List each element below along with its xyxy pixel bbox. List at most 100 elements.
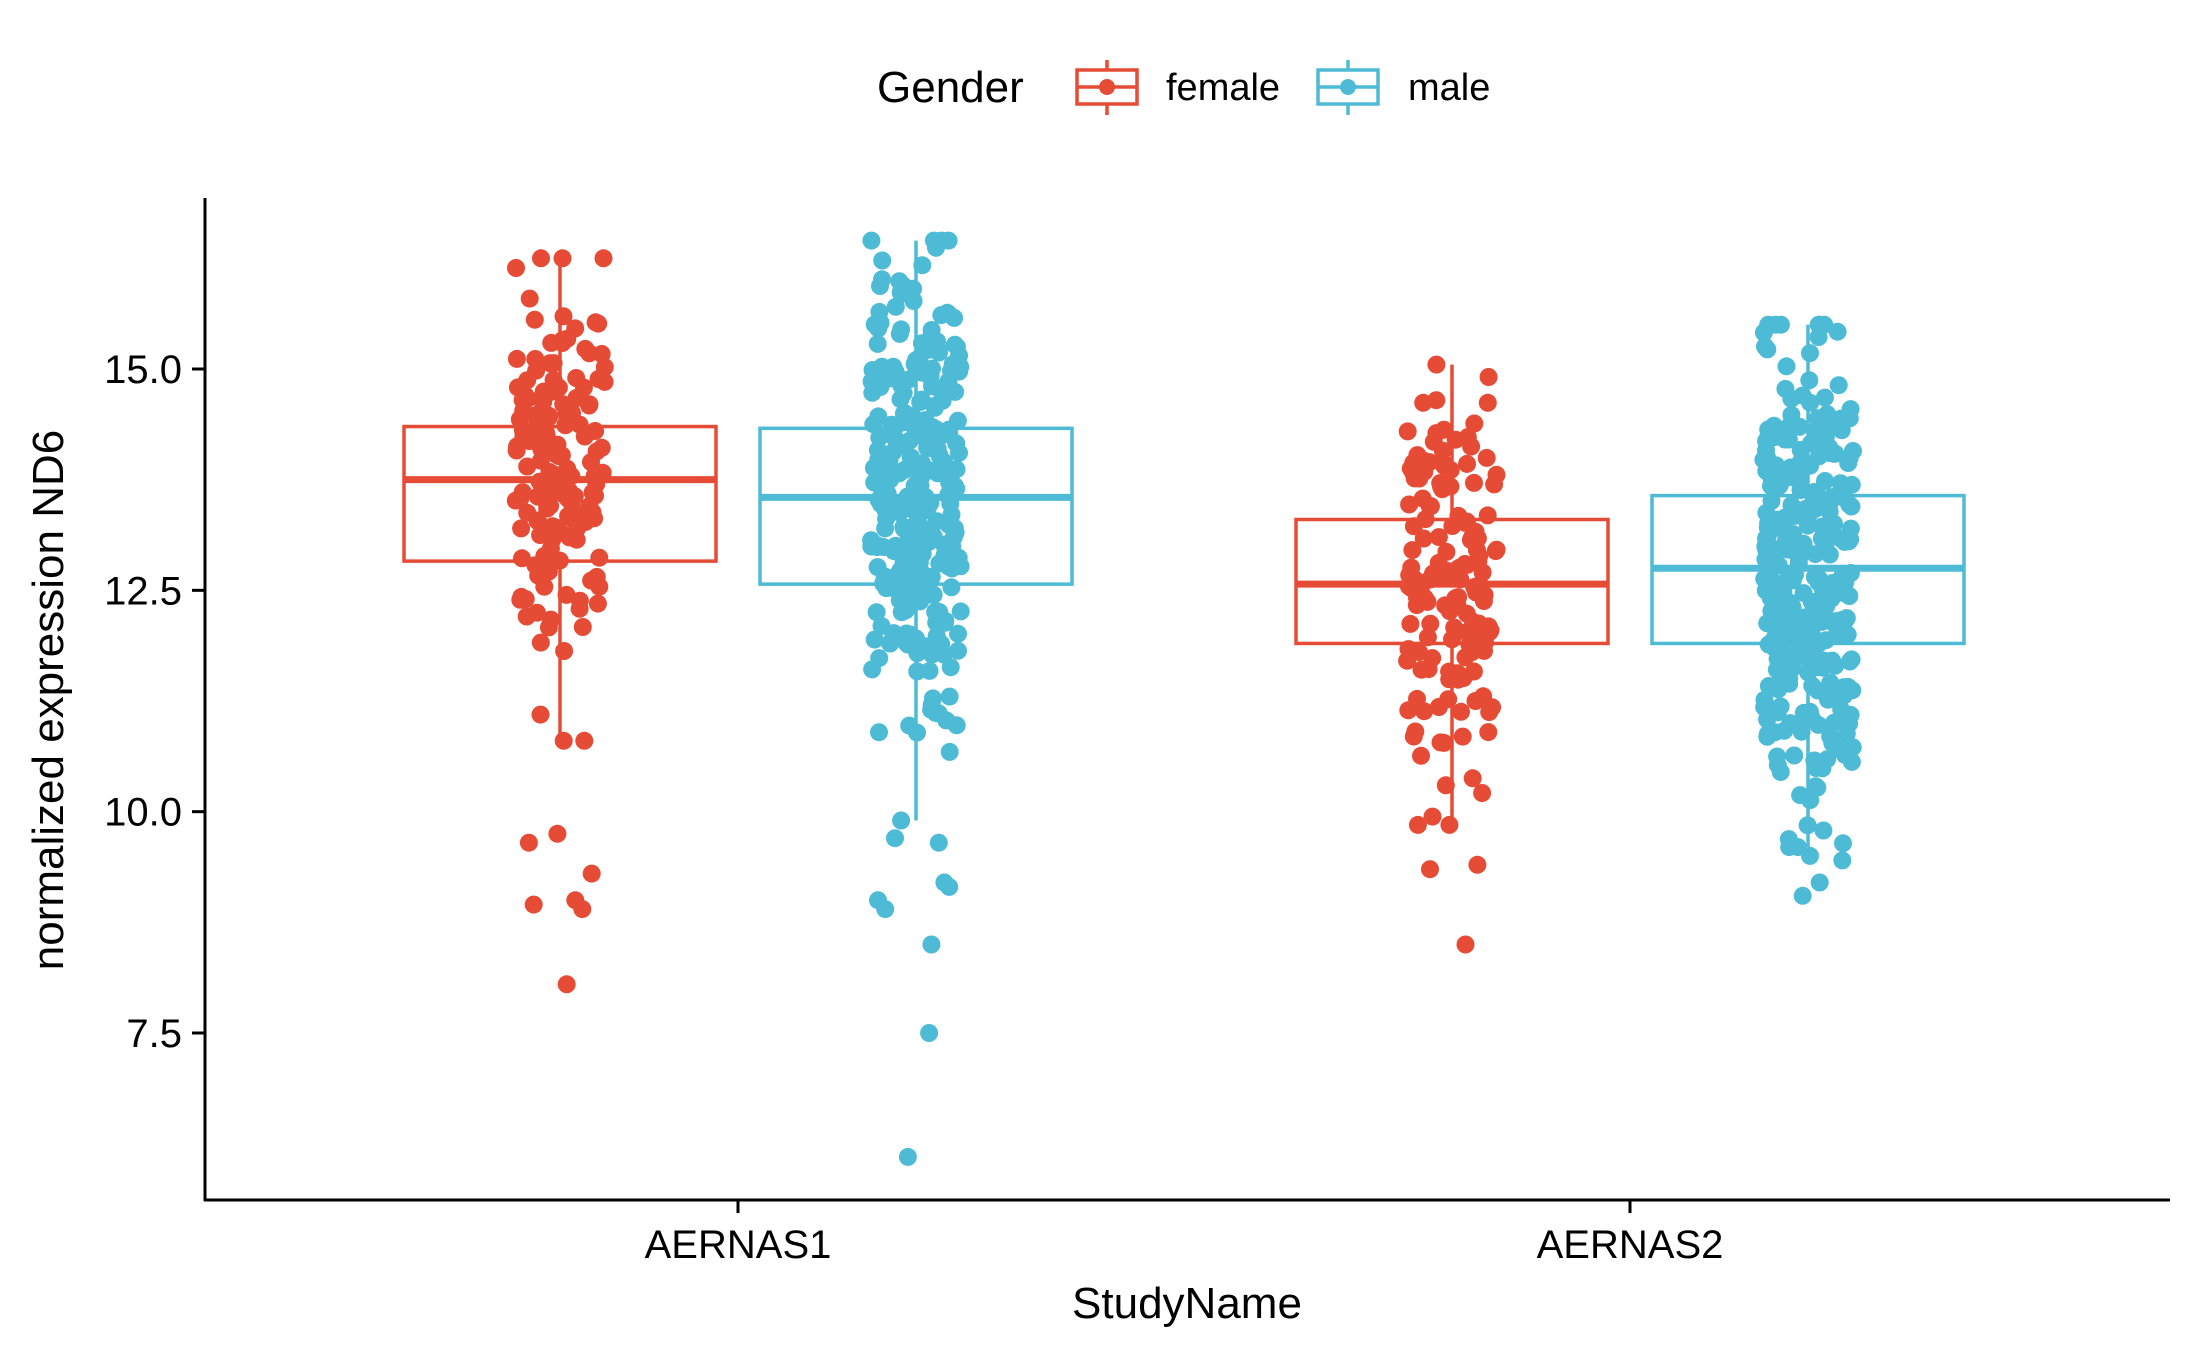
data-point: [1418, 628, 1437, 647]
data-point: [531, 633, 550, 652]
data-point: [1775, 430, 1794, 449]
data-point: [1788, 838, 1807, 857]
data-point: [928, 439, 947, 458]
data-point: [507, 349, 526, 368]
outlier-point: [566, 891, 585, 910]
data-point: [1813, 612, 1832, 631]
data-point: [895, 404, 914, 423]
data-point: [1810, 447, 1828, 466]
outlier-point: [922, 935, 941, 954]
data-point: [1400, 495, 1419, 514]
data-point: [531, 451, 550, 470]
data-point: [886, 362, 905, 381]
data-point: [1452, 702, 1470, 721]
data-point: [870, 723, 888, 742]
outlier-point: [886, 829, 904, 848]
data-point: [868, 538, 886, 557]
data-point: [871, 277, 889, 295]
outlier-point: [1833, 851, 1852, 870]
data-point: [1479, 723, 1498, 742]
data-point: [1758, 727, 1777, 746]
y-axis-ticks: 7.5 10.0 12.5 15.0: [104, 348, 205, 1056]
data-point: [1841, 705, 1860, 724]
data-point: [922, 321, 941, 339]
data-point: [573, 618, 592, 636]
data-point: [1815, 651, 1834, 670]
box-rect: [402, 424, 718, 563]
data-point: [1446, 430, 1465, 449]
data-point: [543, 382, 562, 401]
data-point: [1816, 472, 1834, 490]
data-point: [940, 687, 959, 706]
data-point: [940, 742, 959, 761]
data-point: [1433, 480, 1452, 499]
data-point: [532, 249, 550, 268]
data-point: [1429, 553, 1448, 572]
data-point: [943, 553, 962, 572]
data-point: [916, 411, 935, 430]
data-point: [873, 251, 892, 270]
data-point: [922, 700, 941, 719]
data-point: [1434, 454, 1453, 473]
data-point: [1782, 389, 1801, 408]
data-point: [1453, 727, 1472, 746]
data-point: [898, 546, 917, 565]
data-point: [865, 630, 884, 649]
data-point: [1463, 769, 1482, 788]
data-point: [1408, 815, 1427, 834]
data-point: [1824, 444, 1843, 463]
data-point: [1420, 496, 1439, 515]
data-point: [525, 310, 544, 329]
data-point: [885, 428, 904, 447]
data-point: [1404, 463, 1423, 482]
legend-title: Gender: [877, 63, 1024, 112]
data-point: [511, 489, 530, 508]
data-point: [1843, 681, 1862, 700]
data-point: [554, 731, 573, 750]
data-point: [592, 345, 611, 363]
y-tick-label: 15.0: [104, 348, 182, 392]
data-point: [939, 304, 958, 323]
data-point: [1419, 660, 1438, 679]
data-point: [1466, 522, 1485, 541]
data-point: [1816, 530, 1835, 549]
data-point: [870, 649, 889, 668]
data-point: [1842, 650, 1861, 669]
data-point: [1465, 414, 1484, 433]
data-point: [949, 624, 967, 643]
data-point: [1458, 454, 1476, 473]
data-point: [1834, 834, 1852, 853]
jitter-points: [506, 231, 1862, 1166]
data-point: [1762, 602, 1781, 620]
data-point: [1456, 648, 1475, 667]
data-point: [513, 391, 532, 409]
outlier-point: [920, 1024, 939, 1042]
data-point: [594, 249, 613, 268]
data-point: [582, 571, 601, 590]
data-point: [927, 512, 946, 531]
outlier-point: [929, 833, 948, 852]
outlier-point: [1456, 935, 1475, 954]
data-point: [1840, 409, 1859, 428]
data-point: [1828, 322, 1847, 341]
data-point: [1794, 534, 1813, 553]
legend-key-point: [1340, 79, 1356, 95]
data-point: [949, 641, 967, 660]
data-point: [511, 590, 530, 609]
data-point: [1398, 422, 1417, 441]
data-point: [1434, 420, 1453, 439]
data-point: [580, 497, 599, 516]
data-point: [913, 256, 932, 275]
data-point: [1759, 420, 1778, 439]
data-point: [1825, 713, 1844, 732]
outlier-point: [519, 833, 538, 852]
data-point: [1768, 649, 1787, 668]
data-point: [1787, 646, 1806, 665]
data-point: [1821, 673, 1840, 692]
data-point: [1429, 528, 1448, 547]
x-tick-label: AERNAS1: [645, 1223, 832, 1267]
data-point: [1808, 778, 1827, 797]
data-point: [552, 446, 571, 465]
data-point: [563, 404, 581, 423]
data-point: [1798, 516, 1817, 535]
